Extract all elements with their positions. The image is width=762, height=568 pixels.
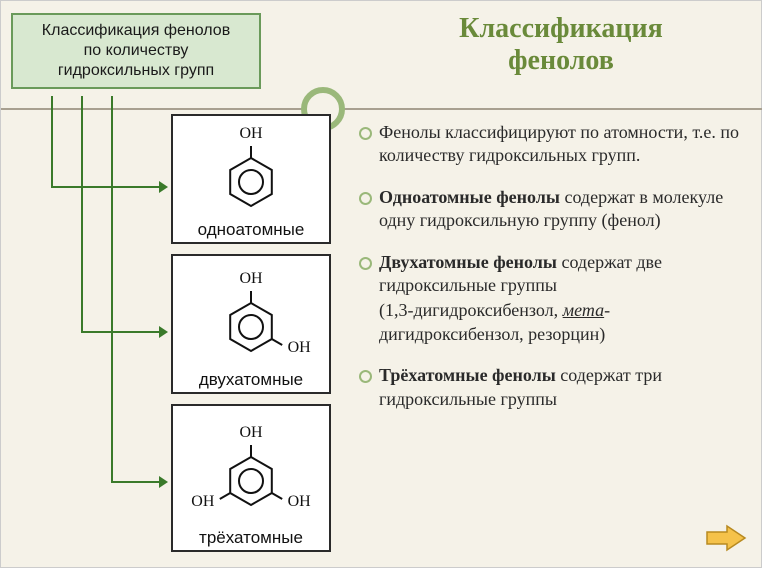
chem-caption: двухатомные [177,370,325,390]
chem-caption: одноатомные [177,220,325,240]
text-run: мета [563,300,604,320]
svg-text:OH: OH [239,270,263,287]
arrow-line [111,481,159,483]
arrow-line [81,331,159,333]
bullet-item: Трёхатомные фенолы содержат три гидрокси… [357,364,747,411]
root-line1: Классификация фенолов [21,21,251,41]
next-button[interactable] [705,524,747,557]
chem-structure-icon: OH OH OH [177,412,325,526]
slide: Классификация фенолов по количеству гидр… [0,0,762,568]
arrow-stem [81,96,83,331]
title-line2: фенолов [508,45,614,76]
bullet-list: Фенолы классифицируют по атомности, т.е.… [357,121,747,429]
text-run: (1,3-дигидроксибензол, [379,300,563,320]
root-line2: по количеству [21,41,251,61]
arrow-stem [111,96,113,481]
arrow-stem [51,96,53,186]
chem-structure-icon: OH [177,122,325,218]
root-line3: гидроксильных групп [21,61,251,81]
text-run: Фенолы классифицируют по атомности, т.е.… [379,122,739,165]
title-line1: Классификация [459,13,663,44]
arrow-head-icon [159,181,168,193]
bullet-subline: (1,3-дигидроксибензол, мета-дигидроксибе… [379,299,747,346]
page-title: Классификация фенолов [381,13,741,77]
svg-text:OH: OH [288,493,311,510]
classification-diagram: OH одноатомные OH OH двухатомные OH OH OH трёхат… [11,96,341,556]
bullet-item: Одноатомные фенолы содержат в молекуле о… [357,186,747,233]
chem-structure-icon: OH OH [177,262,325,368]
next-arrow-icon [705,524,747,552]
chem-caption: трёхатомные [177,528,325,548]
bullet-item: Фенолы классифицируют по атомности, т.е.… [357,121,747,168]
arrow-head-icon [159,476,168,488]
chem-box: OH одноатомные [171,114,331,244]
classification-root-box: Классификация фенолов по количеству гидр… [11,13,261,89]
svg-text:OH: OH [288,339,311,356]
bullet-item: Двухатомные фенолы содержат две гидрокси… [357,251,747,347]
chem-box: OH OH OH трёхатомные [171,404,331,552]
text-run: Одноатомные фенолы [379,187,560,207]
text-run: Двухатомные фенолы [379,252,557,272]
chem-box: OH OH двухатомные [171,254,331,394]
svg-text:OH: OH [239,424,263,441]
arrow-head-icon [159,326,168,338]
text-run: Трёхатомные фенолы [379,365,556,385]
arrow-line [51,186,159,188]
svg-text:OH: OH [239,125,263,142]
svg-text:OH: OH [191,493,215,510]
